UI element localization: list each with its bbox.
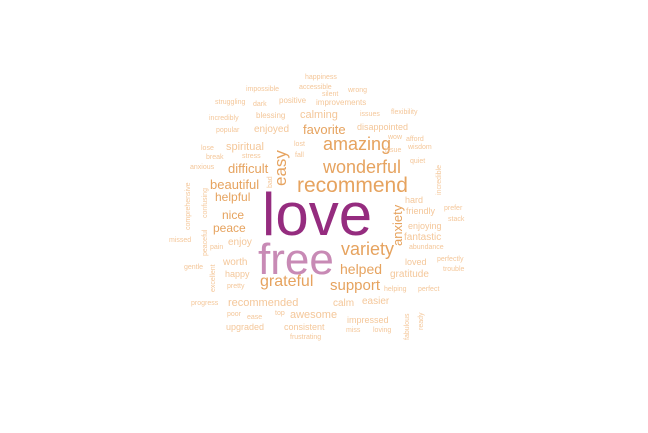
word-loved: loved: [405, 257, 427, 267]
word-improvements: improvements: [316, 98, 367, 107]
word-abundance: abundance: [409, 244, 444, 251]
word-afford: afford: [406, 136, 424, 143]
word-fabulous: fabulous: [404, 313, 411, 340]
word-ease: ease: [247, 314, 263, 321]
word-worth: worth: [223, 257, 248, 268]
word-gentle: gentle: [184, 264, 204, 271]
word-comprehensive: comprehensive: [185, 182, 192, 230]
word-top: top: [275, 310, 285, 317]
word-consistent: consistent: [284, 322, 325, 332]
word-impressed: impressed: [347, 315, 389, 325]
word-pain: pain: [210, 244, 224, 251]
word-bad: bad: [267, 176, 274, 188]
word-friendly: friendly: [406, 206, 436, 216]
word-peaceful: peaceful: [202, 229, 209, 256]
word-enjoyed: enjoyed: [254, 124, 290, 135]
word-issues: issues: [360, 111, 380, 118]
word-silent: silent: [322, 91, 339, 98]
word-impossible: impossible: [246, 86, 280, 93]
word-issue: issue: [385, 147, 402, 154]
word-free: free: [258, 235, 334, 284]
word-gratitude: gratitude: [390, 269, 429, 280]
word-peace: peace: [213, 221, 246, 235]
word-fall: fall: [295, 152, 304, 159]
word-helpful: helpful: [215, 190, 251, 204]
word-ready: ready: [418, 312, 425, 330]
word-spiritual: spiritual: [226, 141, 264, 153]
word-wrong: wrong: [348, 87, 368, 94]
word-grateful: grateful: [260, 273, 314, 290]
word-easy: easy: [271, 150, 290, 186]
word-nice: nice: [222, 208, 245, 222]
word-struggling: struggling: [215, 99, 246, 106]
word-miss: miss: [346, 327, 361, 334]
word-confusing: confusing: [202, 188, 209, 218]
word-quiet: quiet: [410, 158, 426, 165]
word-enjoy: enjoy: [228, 237, 252, 248]
word-recommended: recommended: [228, 297, 299, 309]
word-perfectly: perfectly: [437, 256, 464, 263]
word-recommend: recommend: [297, 174, 408, 197]
word-helped: helped: [340, 261, 383, 277]
word-missed: missed: [169, 237, 192, 244]
word-progress: progress: [191, 300, 219, 307]
word-love: love: [262, 181, 373, 248]
word-accessible: accessible: [299, 84, 332, 91]
word-calming: calming: [300, 109, 338, 121]
word-enjoying: enjoying: [408, 221, 442, 231]
word-positive: positive: [279, 96, 307, 105]
word-stack: stack: [448, 216, 465, 223]
word-frustrating: frustrating: [290, 334, 322, 341]
word-popular: popular: [216, 127, 240, 134]
word-happy: happy: [225, 269, 250, 279]
word-lose: lose: [201, 145, 214, 152]
word-trouble: trouble: [443, 266, 465, 273]
word-easier: easier: [362, 296, 390, 307]
word-poor: poor: [227, 311, 242, 318]
word-fantastic: fantastic: [404, 232, 442, 243]
word-variety: variety: [341, 239, 395, 259]
word-incredibly: incredibly: [209, 115, 239, 122]
word-incredible: incredible: [436, 165, 443, 195]
word-wonderful: wonderful: [323, 157, 402, 177]
word-excellent: excellent: [210, 264, 217, 292]
word-stress: stress: [242, 153, 261, 160]
word-wisdom: wisdom: [408, 144, 432, 151]
word-difficult: difficult: [228, 161, 269, 176]
word-amazing: amazing: [323, 134, 392, 154]
word-pretty: pretty: [227, 283, 245, 290]
word-calm: calm: [333, 298, 355, 309]
word-helping: helping: [384, 286, 407, 293]
word-flexibility: flexibility: [391, 109, 418, 116]
word-prefer: prefer: [444, 205, 463, 212]
word-wow: wow: [388, 134, 403, 141]
word-favorite: favorite: [303, 122, 346, 137]
word-support: support: [330, 277, 381, 294]
word-anxiety: anxiety: [390, 204, 405, 246]
word-blessing: blessing: [256, 111, 286, 120]
word-anxious: anxious: [190, 164, 215, 171]
word-dark: dark: [253, 101, 267, 108]
word-break: break: [206, 154, 224, 161]
word-upgraded: upgraded: [226, 322, 265, 332]
word-lost: lost: [294, 141, 305, 148]
word-perfect: perfect: [418, 286, 440, 293]
word-loving: loving: [373, 327, 392, 334]
word-hard: hard: [405, 195, 424, 205]
word-beautiful: beautiful: [210, 177, 260, 192]
word-happiness: happiness: [305, 74, 337, 81]
word-awesome: awesome: [290, 309, 338, 321]
word-disappointed: disappointed: [357, 122, 409, 132]
